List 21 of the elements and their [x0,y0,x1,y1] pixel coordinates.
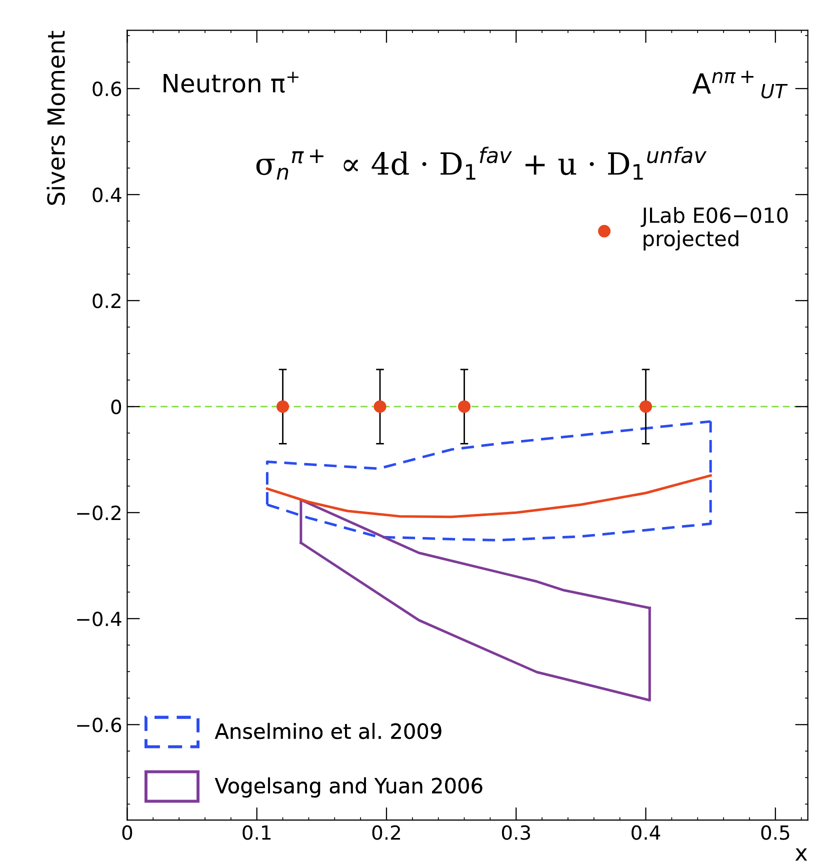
x-tick-label: 0.3 [502,825,530,840]
y-tick-label: −0.4 [77,612,122,626]
legend-label: Vogelsang and Yuan 2006 [214,777,482,798]
legend-label: Anselmino et al. 2009 [214,722,442,740]
x-tick-label: 0 [122,825,132,840]
y-axis-title: Sivers Moment [46,30,65,205]
y-tick-label: 0.6 [92,82,122,96]
x-tick-label: 0.1 [242,825,271,840]
text: σ$_{n}$$^{π+}$ ∝ 4d · D$_{1}$$^{fav}$ + u · D$_{1}$$^{unfav}$ [256,146,707,180]
y-tick-label: 0 [111,400,122,414]
y-tick-label: 0.4 [92,188,122,202]
x-tick-label: 0.2 [372,825,400,840]
annotation: Neutron π$^{+}$ [164,72,298,93]
legend-label: JLab E06−010 projected [640,206,788,250]
y-tick-label: 0.2 [92,294,120,308]
x-axis-title: x [795,848,808,861]
y-tick-label: −0.6 [77,718,122,732]
x-tick-label: 0.4 [632,825,660,840]
x-tick-label: 0.5 [761,825,790,840]
annotation: A$^{nπ+}$$_{UT}$ [692,70,788,98]
y-tick-label: −0.2 [77,506,120,520]
